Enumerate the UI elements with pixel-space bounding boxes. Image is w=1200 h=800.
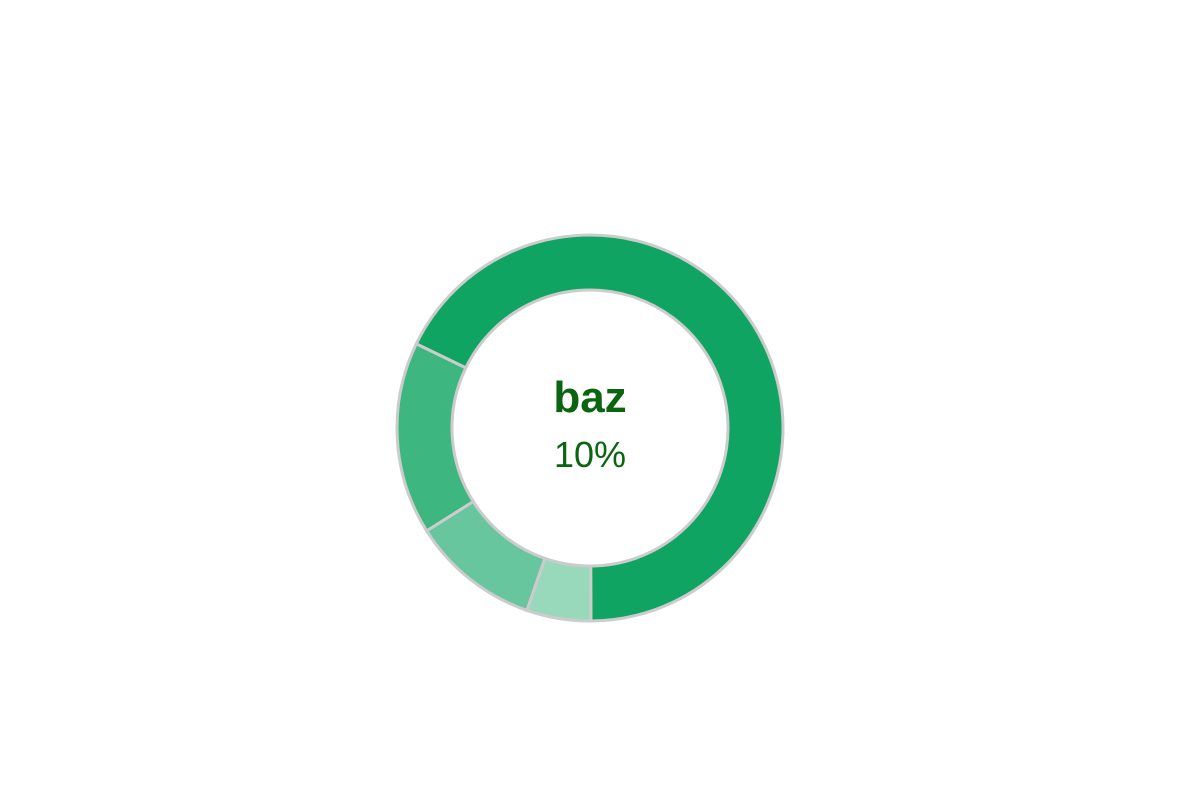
donut-slice-1[interactable]: [414, 233, 785, 623]
donut-slice-4[interactable]: [525, 556, 593, 623]
center-label: baz: [553, 373, 627, 422]
center-value: 10%: [553, 434, 627, 475]
